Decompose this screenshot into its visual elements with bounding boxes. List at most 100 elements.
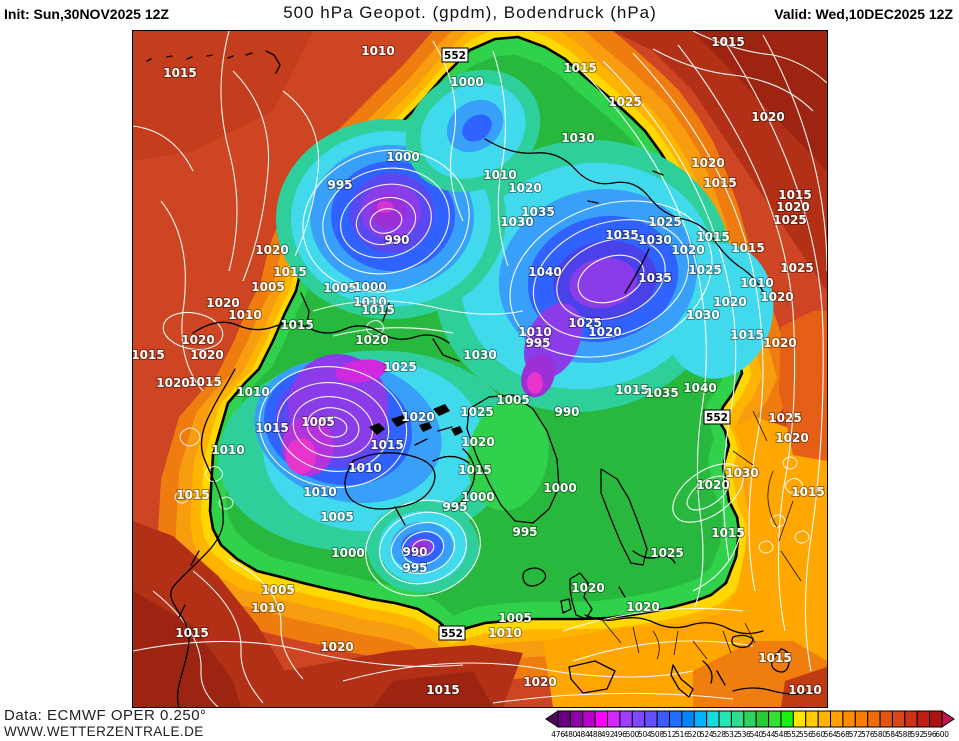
colorbar-cell bbox=[681, 710, 695, 728]
colorbar-cell bbox=[607, 710, 621, 728]
pressure-label: 1010 bbox=[740, 276, 773, 290]
colorbar-tick-label: 536 bbox=[737, 730, 751, 739]
pressure-label: 990 bbox=[554, 405, 579, 419]
chart-title: 500 hPa Geopot. (gpdm), Bodendruck (hPa) bbox=[283, 3, 657, 22]
colorbar-tick-label: 588 bbox=[898, 730, 912, 739]
pressure-label: 1020 bbox=[763, 336, 796, 350]
svg-text:552: 552 bbox=[441, 628, 463, 640]
pressure-label: 1010 bbox=[348, 461, 381, 475]
colorbar-cell bbox=[891, 710, 906, 728]
pressure-label: 995 bbox=[512, 525, 537, 539]
isobar-layer bbox=[133, 31, 827, 707]
pressure-label: 1015 bbox=[696, 230, 729, 244]
pressure-label: 1020 bbox=[775, 431, 808, 445]
colorbar-tick-label: 484 bbox=[576, 730, 590, 739]
colorbar-cell bbox=[879, 710, 893, 728]
pressure-label: 1005 bbox=[323, 281, 356, 295]
pressure-label: 1020 bbox=[671, 243, 704, 257]
pressure-label: 1030 bbox=[725, 466, 758, 480]
colorbar-cell bbox=[557, 710, 571, 728]
pressure-label: 1020 bbox=[760, 290, 793, 304]
pressure-label: 995 bbox=[442, 500, 467, 514]
pressure-label: 1015 bbox=[361, 303, 394, 317]
pressure-label: 1025 bbox=[608, 95, 641, 109]
colorbar: 476 480 484 488 492 496 500 504 508 512 516 520 524 5… bbox=[545, 710, 955, 740]
pressure-label: 990 bbox=[402, 545, 427, 559]
pressure-label: 1040 bbox=[683, 381, 716, 395]
pressure-label: 1010 bbox=[228, 308, 261, 322]
colorbar-cell bbox=[830, 710, 844, 728]
colorbar-tick-label: 540 bbox=[749, 730, 763, 739]
pressure-label: 1020 bbox=[691, 156, 724, 170]
colorbar-tick-label: 512 bbox=[663, 730, 677, 739]
colorbar-tick-label: 592 bbox=[911, 730, 925, 739]
pressure-label: 1030 bbox=[561, 131, 594, 145]
pressure-label: 1010 bbox=[211, 443, 244, 457]
coastline-layer bbox=[146, 50, 816, 707]
geopotential-552-label: 552 bbox=[438, 625, 466, 641]
colorbar-tick-label: 476 bbox=[551, 730, 565, 739]
colorbar-cell bbox=[916, 710, 931, 728]
colorbar-tick-label: 500 bbox=[626, 730, 640, 739]
colorbar-cell bbox=[768, 710, 782, 728]
pressure-label: 1010 bbox=[361, 44, 394, 58]
pressure-label: 1025 bbox=[460, 405, 493, 419]
colorbar-tick-label: 492 bbox=[601, 730, 615, 739]
pressure-label: 1025 bbox=[688, 263, 721, 277]
pressure-label: 1030 bbox=[500, 215, 533, 229]
pressure-label: 1015 bbox=[711, 526, 744, 540]
svg-text:552: 552 bbox=[706, 412, 728, 424]
pressure-label: 1005 bbox=[496, 393, 529, 407]
pressure-label: 1015 bbox=[163, 66, 196, 80]
colorbar-cell bbox=[805, 710, 819, 728]
geopotential-552-label-layer: 552 552 552 bbox=[438, 47, 731, 641]
pressure-label: 1015 bbox=[280, 318, 313, 332]
colorbar-tick-label: 552 bbox=[787, 730, 801, 739]
colorbar-cell bbox=[792, 710, 807, 728]
pressure-label: 1025 bbox=[768, 411, 801, 425]
pressure-label: 1025 bbox=[650, 546, 683, 560]
website-label: WWW.WETTERZENTRALE.DE bbox=[4, 724, 204, 739]
pressure-label: 1000 bbox=[353, 280, 386, 294]
colorbar-cell bbox=[644, 710, 658, 728]
colorbar-left-arrow bbox=[545, 710, 559, 728]
colorbar-tick-label: 560 bbox=[811, 730, 825, 739]
valid-time-label: Valid: Wed,10DEC2025 12Z bbox=[774, 6, 953, 22]
pressure-label: 1015 bbox=[255, 421, 288, 435]
pressure-label: 1035 bbox=[521, 205, 554, 219]
pressure-label: 1015 bbox=[563, 61, 596, 75]
geopotential-552-label: 552 bbox=[703, 409, 731, 425]
pressure-label: 1005 bbox=[320, 510, 353, 524]
pressure-label: 1035 bbox=[645, 386, 678, 400]
colorbar-tick-label: 576 bbox=[861, 730, 875, 739]
pressure-label: 1020 bbox=[588, 325, 621, 339]
colorbar-tick-label: 556 bbox=[799, 730, 813, 739]
pressure-label: 1035 bbox=[605, 228, 638, 242]
colorbar-tick-label: 520 bbox=[688, 730, 702, 739]
colorbar-tick-label: 572 bbox=[849, 730, 863, 739]
pressure-label: 1010 bbox=[236, 385, 269, 399]
colorbar-cell bbox=[619, 710, 633, 728]
colorbar-cell bbox=[569, 710, 584, 728]
pressure-label: 1015 bbox=[176, 488, 209, 502]
pressure-label: 1015 bbox=[175, 626, 208, 640]
colorbar-cell bbox=[668, 710, 683, 728]
pressure-label: 1035 bbox=[638, 271, 671, 285]
pressure-label: 1015 bbox=[133, 348, 165, 362]
pressure-label: 1015 bbox=[731, 241, 764, 255]
pressure-label: 1005 bbox=[261, 583, 294, 597]
pressure-label: 1010 bbox=[488, 626, 521, 640]
pressure-label: 1015 bbox=[703, 176, 736, 190]
pressure-label: 1020 bbox=[461, 435, 494, 449]
geopotential-552-label: 552 bbox=[441, 47, 469, 63]
pressure-label: 995 bbox=[402, 561, 427, 575]
colorbar-scale: 4764804844884924965005045085125165205245… bbox=[545, 710, 955, 739]
pressure-label: 1015 bbox=[778, 188, 811, 202]
colorbar-tick-label: 548 bbox=[774, 730, 788, 739]
pressure-label: 995 bbox=[525, 336, 550, 350]
weather-map-graphic: 1015101010001015101510251020103010009951… bbox=[133, 31, 827, 707]
colorbar-tick-label: 524 bbox=[700, 730, 714, 739]
colorbar-cell bbox=[817, 710, 832, 728]
colorbar-tick-label: 488 bbox=[588, 730, 602, 739]
pressure-label: 1040 bbox=[528, 265, 561, 279]
